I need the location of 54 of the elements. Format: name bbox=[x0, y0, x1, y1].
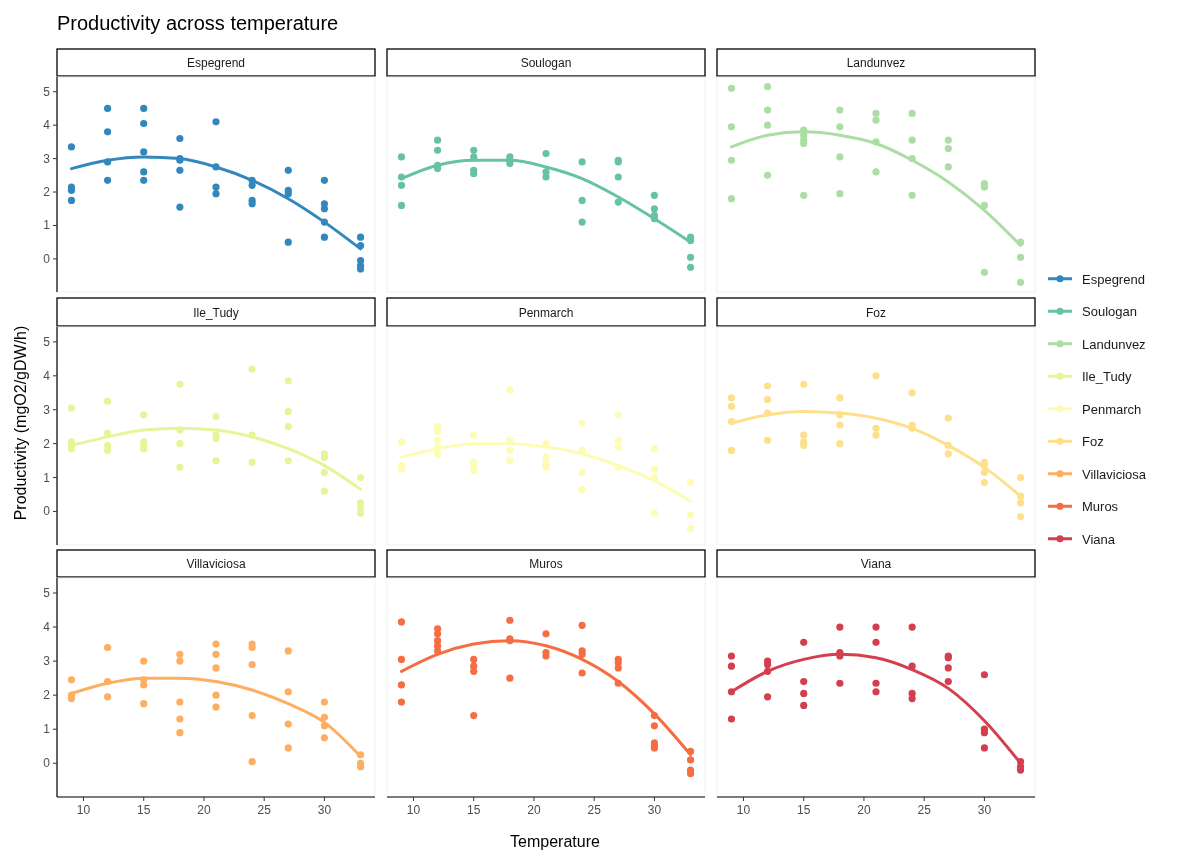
y-tick-label: 5 bbox=[43, 334, 51, 349]
x-tick-label: 20 bbox=[197, 803, 211, 817]
chart-title: Muros bbox=[529, 557, 563, 571]
x-tick-label: 30 bbox=[317, 803, 332, 817]
chart-title: Espegrend bbox=[186, 56, 246, 70]
x-tick-label: 20 bbox=[527, 803, 541, 817]
x-tick-label: 25 bbox=[587, 803, 602, 817]
legend-label: Ile_Tudy bbox=[1082, 369, 1132, 385]
y-tick-label: 3 bbox=[43, 402, 51, 417]
x-tick-label: 10 bbox=[736, 803, 751, 817]
y-tick-label: 2 bbox=[43, 436, 51, 451]
y-tick-label: 0 bbox=[43, 504, 51, 519]
y-tick-label: 3 bbox=[43, 654, 51, 669]
legend-label: Landunvez bbox=[1082, 336, 1146, 352]
chart-title: Landunvez bbox=[846, 56, 906, 70]
y-tick-label: 0 bbox=[43, 251, 51, 266]
x-tick-label: 10 bbox=[406, 803, 421, 817]
x-tick-label: 10 bbox=[76, 803, 91, 817]
chart-title: Foz bbox=[865, 305, 887, 320]
y-tick-label: 4 bbox=[43, 368, 51, 383]
y-tick-label: 4 bbox=[43, 620, 51, 635]
y-tick-label: 1 bbox=[43, 722, 51, 737]
chart-title: Viana bbox=[860, 557, 892, 571]
x-tick-label: 15 bbox=[137, 803, 151, 817]
legend-label: Villaviciosa bbox=[1082, 466, 1147, 482]
y-tick-label: 3 bbox=[43, 151, 51, 166]
legend-label: Espegrend bbox=[1082, 271, 1145, 287]
x-tick-label: 15 bbox=[797, 803, 811, 817]
y-tick-label: 2 bbox=[43, 185, 51, 200]
y-tick-label: 1 bbox=[43, 470, 51, 485]
x-tick-label: 30 bbox=[647, 803, 662, 817]
x-tick-label: 20 bbox=[857, 803, 871, 817]
y-axis-title: Productivity (mgO2/gDW/h) bbox=[12, 325, 29, 521]
chart-title: Penmarch bbox=[518, 305, 574, 320]
x-axis-title: Temperature bbox=[510, 833, 601, 850]
legend-label: Viana bbox=[1082, 531, 1116, 547]
y-tick-label: 4 bbox=[43, 118, 51, 133]
x-tick-label: 30 bbox=[977, 803, 992, 817]
chart-title: Soulogan bbox=[520, 56, 572, 70]
legend-label: Soulogan bbox=[1082, 304, 1137, 320]
chart-title: Ile_Tudy bbox=[193, 305, 239, 320]
chart-title: Villaviciosa bbox=[186, 557, 246, 571]
legend-label: Muros bbox=[1082, 499, 1119, 515]
text: Productivity across temperature bbox=[57, 12, 339, 34]
legend-label: Foz bbox=[1082, 434, 1104, 450]
y-tick-label: 5 bbox=[43, 585, 51, 600]
x-tick-label: 15 bbox=[467, 803, 481, 817]
x-tick-label: 25 bbox=[917, 803, 932, 817]
legend-label: Penmarch bbox=[1082, 401, 1142, 417]
x-tick-label: 25 bbox=[257, 803, 272, 817]
y-tick-label: 5 bbox=[43, 84, 51, 99]
y-tick-label: 1 bbox=[43, 218, 51, 233]
y-tick-label: 2 bbox=[43, 688, 51, 703]
y-tick-label: 0 bbox=[43, 756, 51, 771]
